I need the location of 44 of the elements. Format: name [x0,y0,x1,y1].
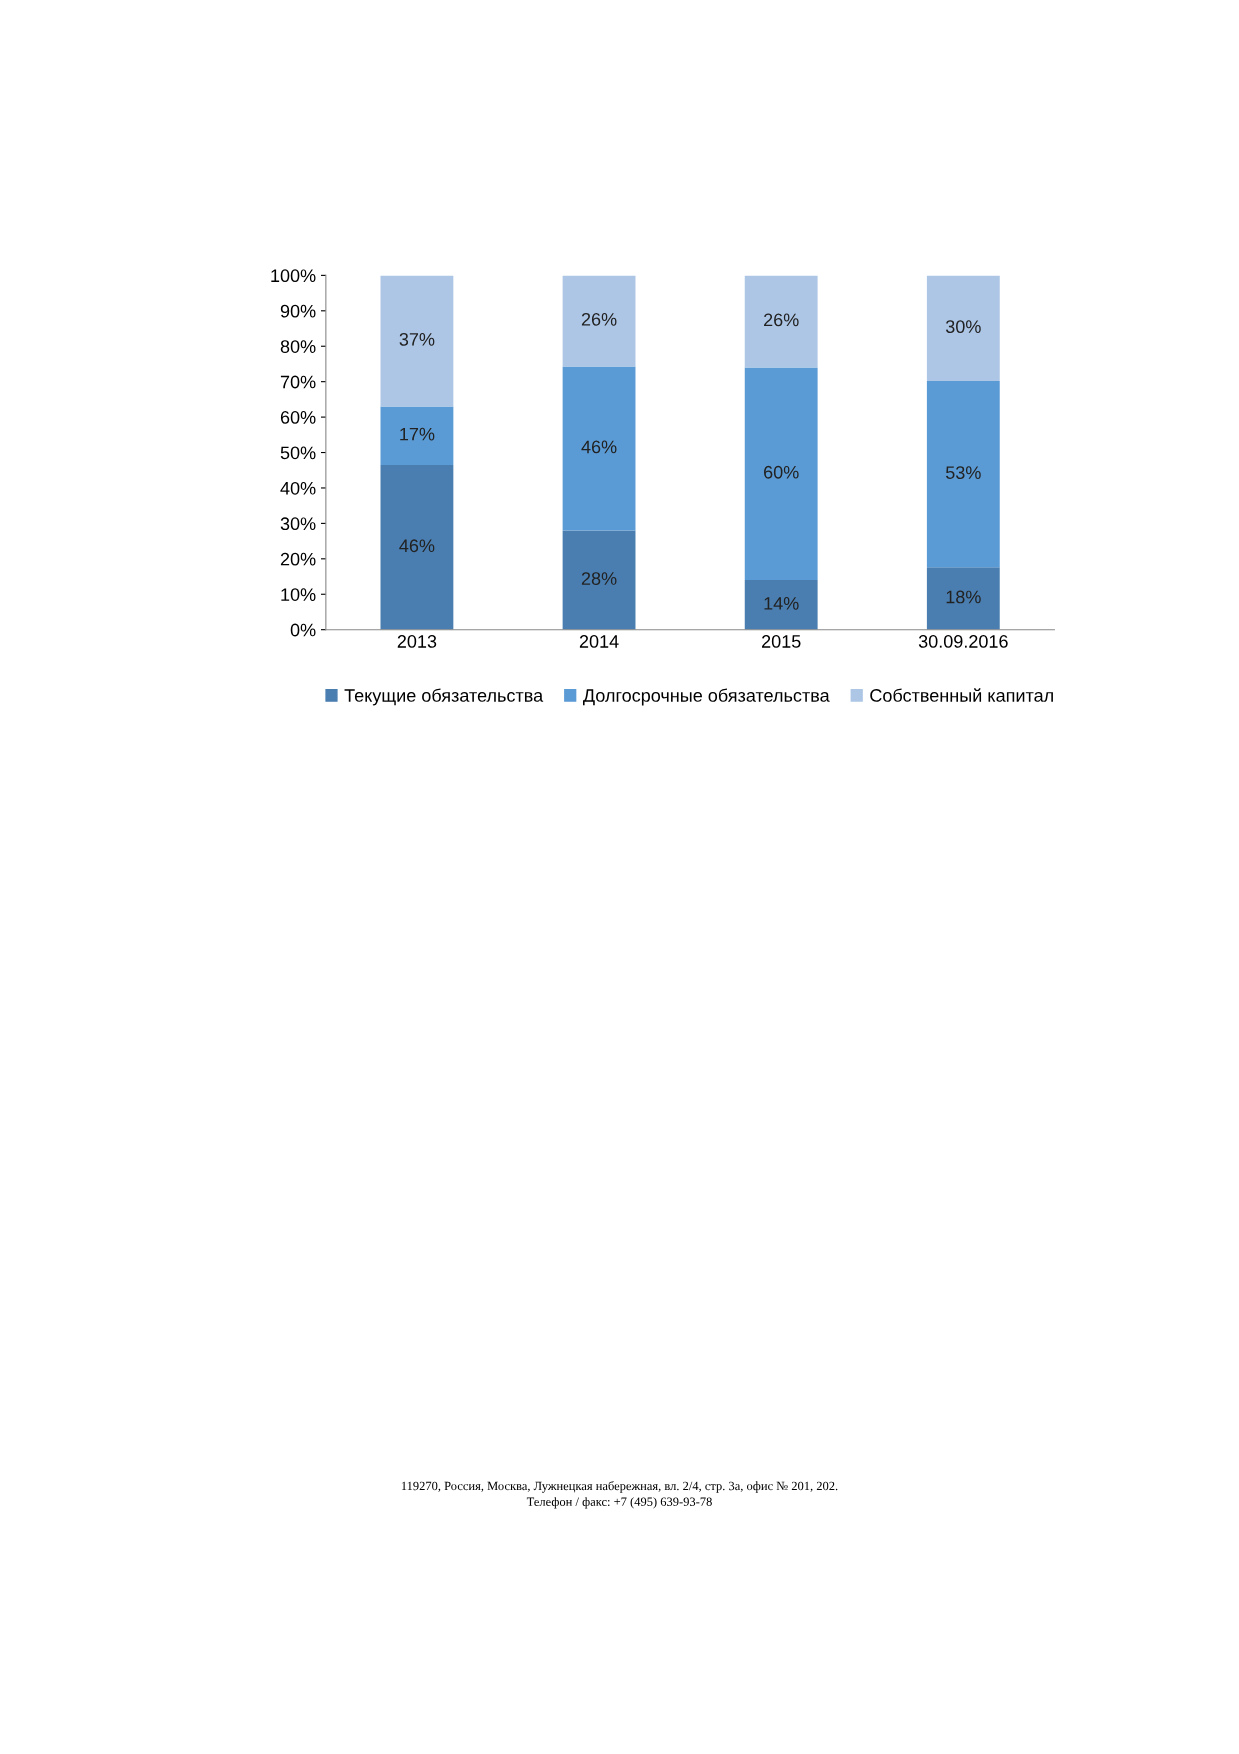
bar [562,275,636,367]
data-label: 26% [764,313,799,327]
bar [926,275,1000,381]
legend-label: Текущие обязательства [344,688,544,706]
data-label: 28% [581,572,617,585]
data-label: 53% [945,466,981,479]
data-label: 37% [399,332,435,346]
bar [744,367,818,581]
bar [562,530,636,630]
data-label: 46% [581,440,617,454]
text: Телефон / факс: +7 (495) 639-93-78 [526,1497,712,1509]
y-tick-label: 70% [280,375,316,389]
y-tick-label: 100% [271,269,316,283]
y-tick-label: 50% [280,446,316,460]
data-label: 17% [400,427,435,441]
x-tick-label: 30.09.2016 [918,635,1008,648]
y-tick-label: 10% [281,588,316,601]
bar [744,275,818,368]
bar [380,406,454,465]
y-tick-label: 20% [280,552,316,566]
data-label: 18% [946,590,981,604]
bar [562,366,636,531]
y-tick-label: 90% [280,304,316,318]
data-label: 60% [764,465,799,479]
data-label: 14% [764,597,799,610]
bar [380,275,454,407]
x-tick-label: 2013 [397,635,437,648]
legend-label: Собственный капитал [870,688,1053,702]
bar [926,567,1000,630]
y-tick-label: 60% [280,411,316,424]
bar [744,580,818,630]
data-label: 46% [399,539,435,553]
bar [380,464,454,630]
data-label: 26% [581,312,617,326]
y-tick-label: 30% [280,517,316,531]
bar [926,380,1000,568]
text: 119270, Россия, Москва, Лужнецкая набережная, вл. 2/4, стр. 3а, офис № 201, 202. [401,1481,838,1493]
data-label: 30% [945,320,981,334]
x-tick-label: 2014 [579,635,619,648]
x-tick-label: 2015 [762,635,801,648]
y-tick-label: 0% [290,623,316,637]
y-tick-label: 80% [280,340,316,353]
legend-label: Долгосрочные обязательства [583,688,830,706]
y-tick-label: 40% [280,481,316,495]
